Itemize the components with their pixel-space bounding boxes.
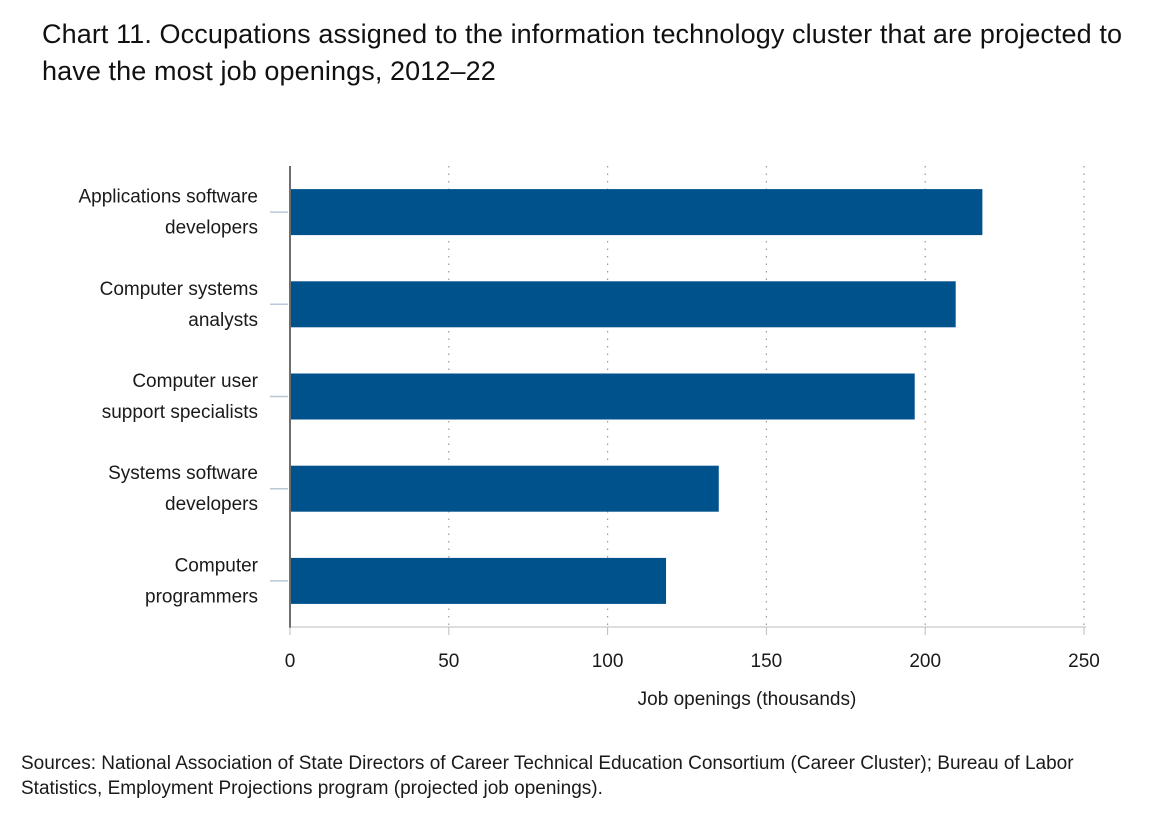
- category-label-0-line-0: Applications software: [78, 187, 258, 208]
- x-tick-label-100: 100: [592, 651, 624, 672]
- category-label-3-line-1: developers: [165, 494, 258, 515]
- category-label-3-line-0: Systems software: [108, 463, 258, 484]
- x-tick-label-200: 200: [909, 651, 941, 672]
- bars: [290, 189, 983, 604]
- axes: [270, 166, 1086, 635]
- bar-0: [290, 189, 983, 236]
- x-tick-label-0: 0: [285, 651, 296, 672]
- category-label-1-line-1: analysts: [188, 310, 258, 331]
- category-label-2-line-1: support specialists: [102, 402, 258, 423]
- bar-1: [290, 281, 956, 328]
- x-tick-label-250: 250: [1068, 651, 1100, 672]
- x-tick-label-150: 150: [751, 651, 783, 672]
- bar-4: [290, 557, 667, 604]
- x-tick-label-50: 50: [438, 651, 459, 672]
- category-label-0-line-1: developers: [165, 218, 258, 239]
- category-label-1-line-0: Computer systems: [100, 279, 258, 300]
- category-label-4-line-0: Computer: [175, 555, 259, 576]
- bar-3: [290, 465, 719, 512]
- category-label-2-line-0: Computer user: [132, 371, 258, 392]
- category-labels: Applications software developers Computer …: [78, 187, 258, 608]
- category-label-4-line-1: programmers: [145, 586, 258, 607]
- x-axis-title: Job openings (thousands): [638, 689, 857, 710]
- bar-chart: Applications software developers Computer …: [78, 166, 1100, 710]
- chart-title: Chart 11. Occupations assigned to the in…: [42, 19, 1123, 86]
- source-note: Sources: National Association of State D…: [21, 753, 1074, 799]
- bar-2: [290, 373, 915, 420]
- x-tick-labels: 0 50 100 150 200 250: [285, 651, 1100, 672]
